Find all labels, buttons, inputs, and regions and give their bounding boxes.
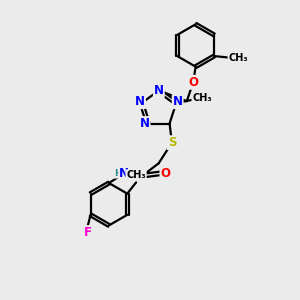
Text: N: N bbox=[173, 95, 183, 108]
Text: S: S bbox=[168, 136, 176, 149]
Text: O: O bbox=[160, 167, 170, 180]
Text: N: N bbox=[135, 95, 145, 108]
Text: O: O bbox=[188, 76, 198, 89]
Text: H: H bbox=[114, 169, 122, 178]
Text: N: N bbox=[119, 167, 129, 180]
Text: CH₃: CH₃ bbox=[126, 170, 146, 180]
Text: N: N bbox=[140, 117, 150, 130]
Text: CH₃: CH₃ bbox=[192, 93, 212, 103]
Text: N: N bbox=[154, 84, 164, 97]
Text: CH₃: CH₃ bbox=[228, 52, 248, 62]
Text: F: F bbox=[84, 226, 92, 239]
